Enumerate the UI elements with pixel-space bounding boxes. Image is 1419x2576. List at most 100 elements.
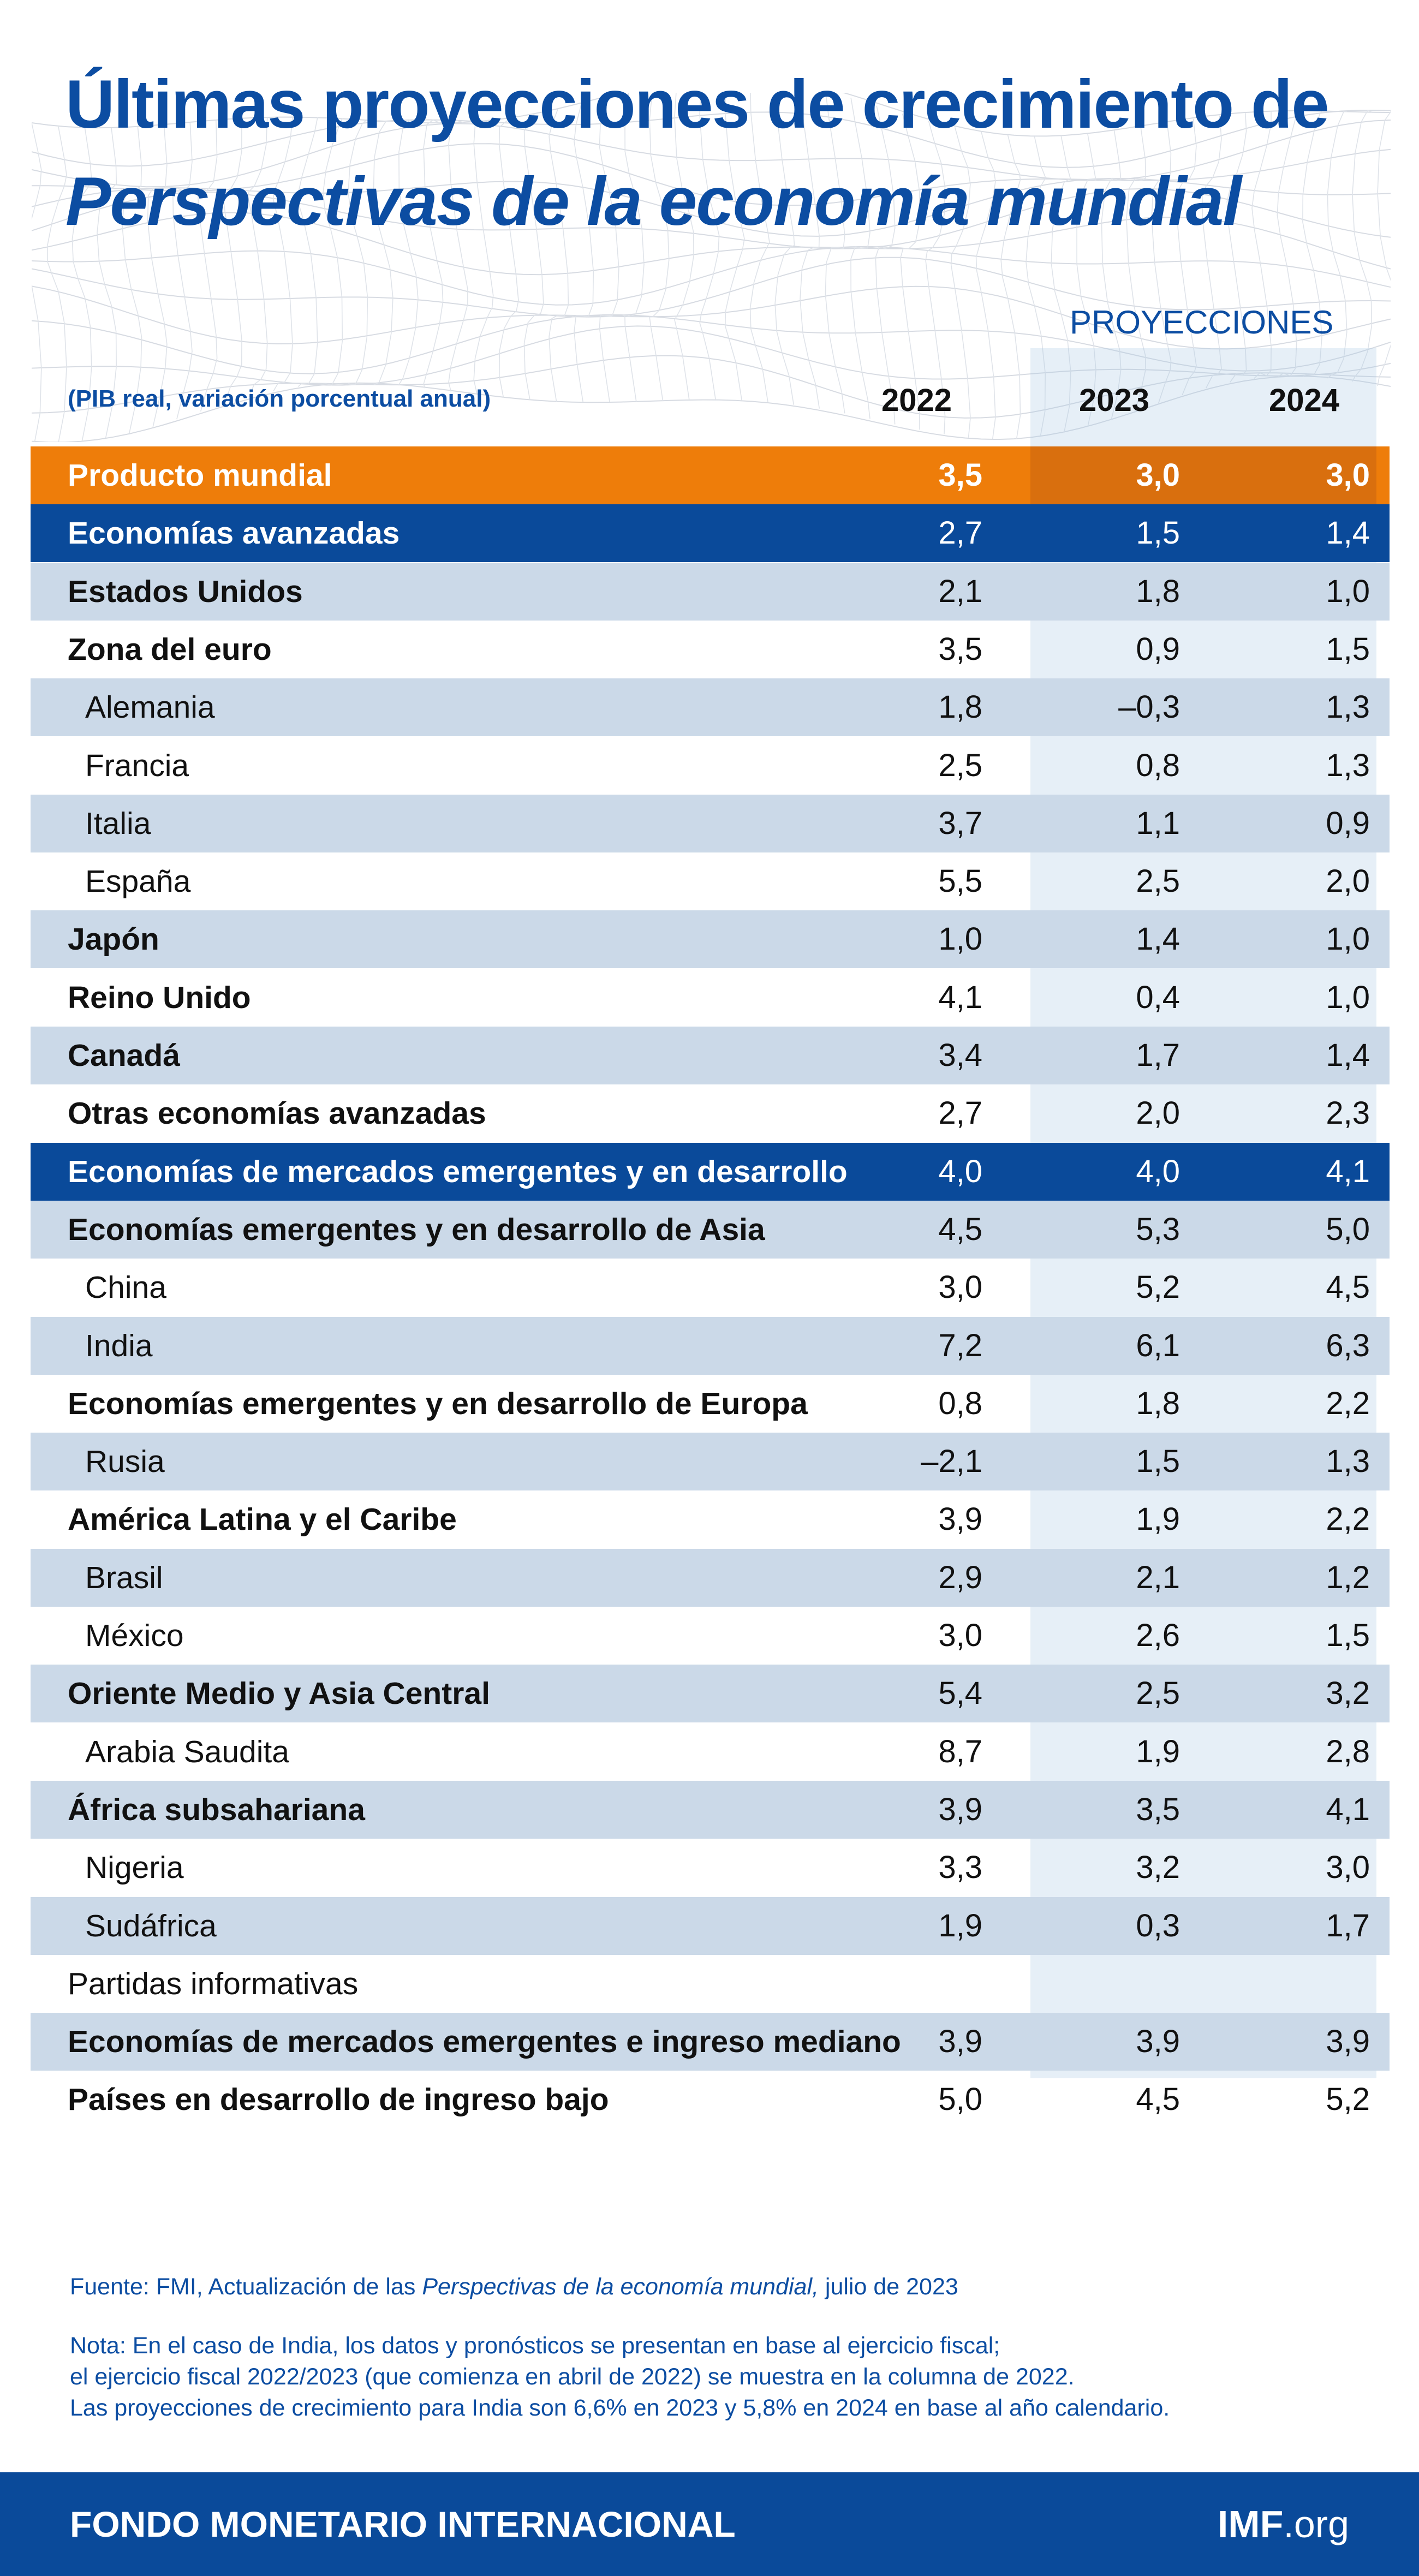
- row-label: Sudáfrica: [85, 1909, 217, 1943]
- cell-2022: 3,3: [938, 1850, 982, 1885]
- row-label: África subsahariana: [68, 1792, 365, 1827]
- mesh-line: [32, 246, 1391, 306]
- mesh-line: [599, 96, 619, 403]
- cell-2023: 2,5: [1136, 1675, 1180, 1711]
- mesh-line: [97, 128, 117, 438]
- source-date: julio de 2023: [818, 2274, 958, 2300]
- cell-2023: 3,0: [1136, 457, 1180, 493]
- table-row: India 7,2 6,1 6,3: [31, 1317, 1390, 1375]
- table-row: Economías emergentes y en desarrollo de …: [31, 1375, 1390, 1433]
- cell-2022: 1,9: [938, 1908, 982, 1943]
- cell-2023: 4,0: [1136, 1154, 1180, 1189]
- row-label: Alemania: [85, 690, 215, 725]
- row-label: Canadá: [68, 1038, 180, 1073]
- cell-2023: 2,1: [1136, 1560, 1180, 1595]
- mesh-line: [1226, 113, 1247, 383]
- table-row: África subsahariana 3,9 3,5 4,1: [31, 1781, 1390, 1839]
- mesh-line: [222, 118, 242, 404]
- cell-2024: 1,0: [1326, 921, 1370, 957]
- row-label: India: [85, 1328, 153, 1363]
- cell-2024: 5,2: [1326, 2082, 1370, 2117]
- cell-2022: 2,5: [938, 748, 982, 783]
- cell-2022: 3,9: [938, 2024, 982, 2059]
- cell-2022: 3,7: [938, 806, 982, 841]
- cell-2022: 5,5: [938, 863, 982, 899]
- cell-2024: 3,0: [1326, 457, 1370, 493]
- cell-2023: 1,5: [1136, 1444, 1180, 1479]
- row-label: Otras economías avanzadas: [68, 1096, 486, 1131]
- mesh-line: [1101, 130, 1122, 420]
- mesh-line: [1026, 136, 1046, 437]
- mesh-line: [1201, 115, 1222, 389]
- cell-2023: 4,5: [1136, 2082, 1180, 2117]
- projection-label: PROYECCIONES: [1070, 304, 1334, 341]
- cell-2024: 5,0: [1326, 1212, 1370, 1247]
- cell-2024: 3,0: [1326, 1850, 1370, 1885]
- cell-2024: 1,7: [1326, 1908, 1370, 1943]
- mesh-line: [1051, 135, 1071, 433]
- cell-2024: 2,3: [1326, 1095, 1370, 1131]
- cell-2022: 5,0: [938, 2082, 982, 2117]
- mesh-line: [975, 132, 996, 439]
- table-row: Estados Unidos 2,1 1,8 1,0: [31, 563, 1390, 621]
- row-label: Economías emergentes y en desarrollo de …: [68, 1386, 808, 1421]
- mesh-line: [699, 93, 720, 400]
- row-label: Partidas informativas: [68, 1966, 359, 2001]
- row-label: Economías de mercados emergentes e ingre…: [68, 2024, 901, 2059]
- mesh-line: [875, 105, 896, 425]
- cell-2024: 1,3: [1326, 748, 1370, 783]
- cell-2024: 2,0: [1326, 863, 1370, 899]
- row-label: América Latina y el Caribe: [68, 1502, 457, 1537]
- cell-2023: 0,8: [1136, 748, 1180, 783]
- cell-2022: 2,1: [938, 574, 982, 609]
- row-label: Países en desarrollo de ingreso bajo: [68, 2082, 609, 2117]
- mesh-line: [32, 120, 1391, 188]
- website-link[interactable]: IMF.org: [1218, 2472, 1349, 2576]
- table-row: Canadá 3,4 1,7 1,4: [31, 1027, 1390, 1084]
- mesh-line: [825, 93, 845, 414]
- mesh-line: [71, 127, 92, 442]
- mesh-line: [1151, 122, 1172, 403]
- row-label: Italia: [85, 806, 151, 841]
- table-row: Nigeria 3,3 3,2 3,0: [31, 1839, 1390, 1897]
- cell-2024: 4,1: [1326, 1792, 1370, 1827]
- row-label: Reino Unido: [68, 980, 251, 1015]
- mesh-line: [724, 93, 745, 401]
- table-row: Italia 3,7 1,1 0,9: [31, 795, 1390, 852]
- row-label: Economías emergentes y en desarrollo de …: [68, 1212, 765, 1247]
- mesh-line: [32, 188, 1391, 249]
- table-row: China 3,0 5,2 4,5: [31, 1259, 1390, 1316]
- cell-2023: 1,7: [1136, 1037, 1180, 1073]
- cell-2024: 1,3: [1326, 689, 1370, 725]
- table-row: Otras economías avanzadas 2,7 2,0 2,3: [31, 1084, 1390, 1142]
- cell-2022: 2,7: [938, 1095, 982, 1131]
- mesh-line: [32, 257, 1391, 318]
- cell-2022: 3,0: [938, 1269, 982, 1305]
- site-suffix: .org: [1283, 2503, 1349, 2545]
- mesh-line: [749, 93, 770, 402]
- row-label: China: [85, 1270, 166, 1305]
- table-row: Arabia Saudita 8,7 1,9 2,8: [31, 1723, 1390, 1781]
- mesh-line: [548, 108, 569, 402]
- cell-2024: 1,4: [1326, 515, 1370, 551]
- cell-2023: 6,1: [1136, 1328, 1180, 1363]
- table-row: Japón 1,0 1,4 1,0: [31, 910, 1390, 968]
- cell-2023: 1,9: [1136, 1501, 1180, 1537]
- cell-2022: 1,0: [938, 921, 982, 957]
- mesh-line: [448, 120, 468, 392]
- cell-2023: 1,8: [1136, 1386, 1180, 1421]
- cell-2022: 3,5: [938, 457, 982, 493]
- column-header-2024: 2024: [1268, 383, 1339, 418]
- source-publication: Perspectivas de la economía mundial,: [422, 2274, 819, 2300]
- organization-name: FONDO MONETARIO INTERNACIONAL: [70, 2504, 736, 2544]
- table-row: Partidas informativas: [31, 1955, 1390, 2013]
- cell-2024: 1,3: [1326, 1444, 1370, 1479]
- cell-2024: 1,5: [1326, 631, 1370, 667]
- row-label: Nigeria: [85, 1850, 184, 1885]
- cell-2023: 5,2: [1136, 1269, 1180, 1305]
- table-row: Sudáfrica 1,9 0,3 1,7: [31, 1897, 1390, 1955]
- column-header-2023: 2023: [1078, 383, 1149, 418]
- row-label: Oriente Medio y Asia Central: [68, 1676, 490, 1711]
- cell-2023: 2,0: [1136, 1095, 1180, 1131]
- mesh-line: [1076, 133, 1097, 427]
